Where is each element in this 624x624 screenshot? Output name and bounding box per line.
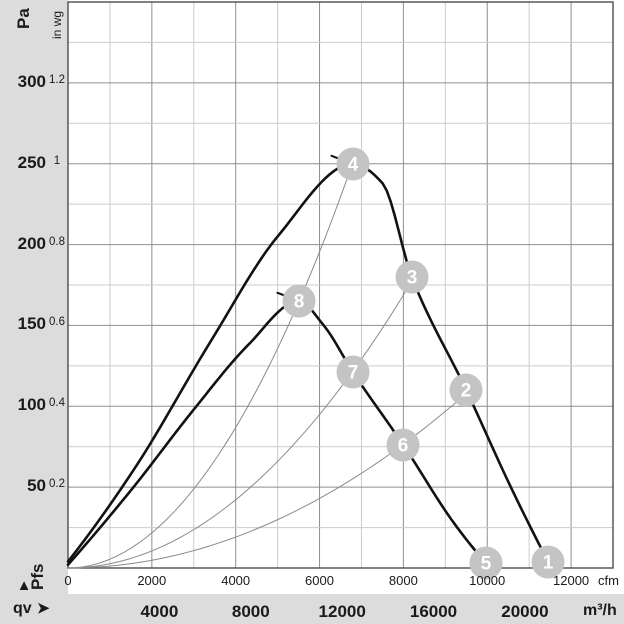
svg-text:6: 6 [398, 436, 409, 457]
svg-text:8: 8 [294, 292, 305, 313]
svg-text:3: 3 [407, 268, 418, 289]
svg-text:5: 5 [481, 554, 492, 575]
svg-text:7: 7 [348, 363, 359, 384]
svg-text:2: 2 [461, 381, 472, 402]
svg-text:4: 4 [348, 155, 359, 176]
svg-text:1: 1 [543, 553, 554, 574]
